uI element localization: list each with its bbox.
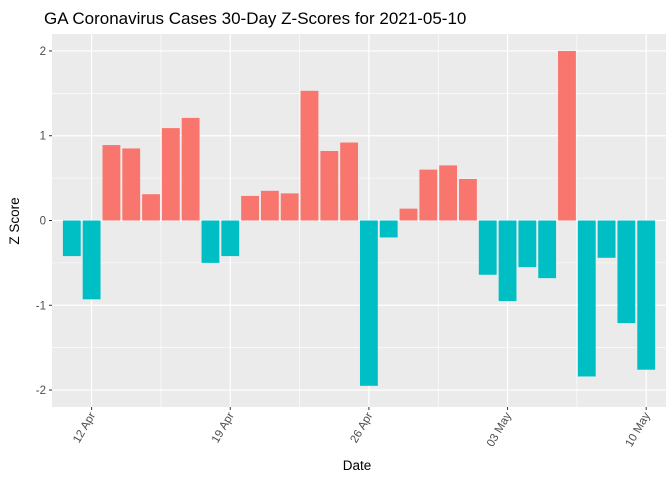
x-tick-label: 26 Apr [348, 410, 375, 445]
x-axis: 12 Apr 19 Apr 26 Apr 03 May 10 May [71, 407, 653, 449]
bar [122, 148, 141, 221]
y-tick-label: 0 [40, 216, 46, 228]
bar [181, 117, 200, 221]
bar [102, 145, 121, 221]
bar [617, 220, 636, 324]
bar [478, 220, 497, 275]
bar [538, 220, 557, 279]
bar [221, 220, 240, 257]
bar [340, 142, 359, 221]
bars [62, 50, 656, 386]
bar [320, 150, 339, 221]
bar [439, 165, 458, 221]
bar [359, 220, 378, 386]
y-tick-label: -1 [36, 300, 46, 312]
bar [379, 220, 398, 238]
bar [577, 220, 596, 377]
bar [419, 169, 438, 221]
bar [637, 220, 656, 370]
y-axis-title: Z Score [7, 197, 22, 244]
y-tick-label: -2 [36, 385, 46, 397]
bar [498, 220, 517, 302]
bar [558, 50, 576, 221]
bar [62, 220, 81, 257]
bar [82, 220, 101, 300]
bar [518, 220, 537, 268]
bar [241, 195, 259, 221]
bar [142, 194, 160, 221]
bar [597, 220, 616, 258]
bar [161, 128, 180, 221]
bar [260, 190, 279, 221]
x-axis-title: Date [343, 458, 372, 473]
bar [201, 220, 220, 263]
y-tick-label: 1 [40, 131, 46, 143]
chart-title: GA Coronavirus Cases 30-Day Z-Scores for… [44, 9, 466, 28]
bar [300, 90, 319, 221]
bar [280, 193, 299, 221]
bar [399, 208, 418, 221]
y-axis: -2 -1 0 1 2 [36, 46, 52, 397]
x-tick-label: 03 May [485, 410, 514, 449]
x-tick-label: 19 Apr [210, 410, 237, 445]
bar [459, 178, 477, 221]
y-tick-label: 2 [40, 46, 46, 58]
x-tick-label: 12 Apr [71, 410, 98, 445]
x-tick-label: 10 May [624, 410, 653, 449]
